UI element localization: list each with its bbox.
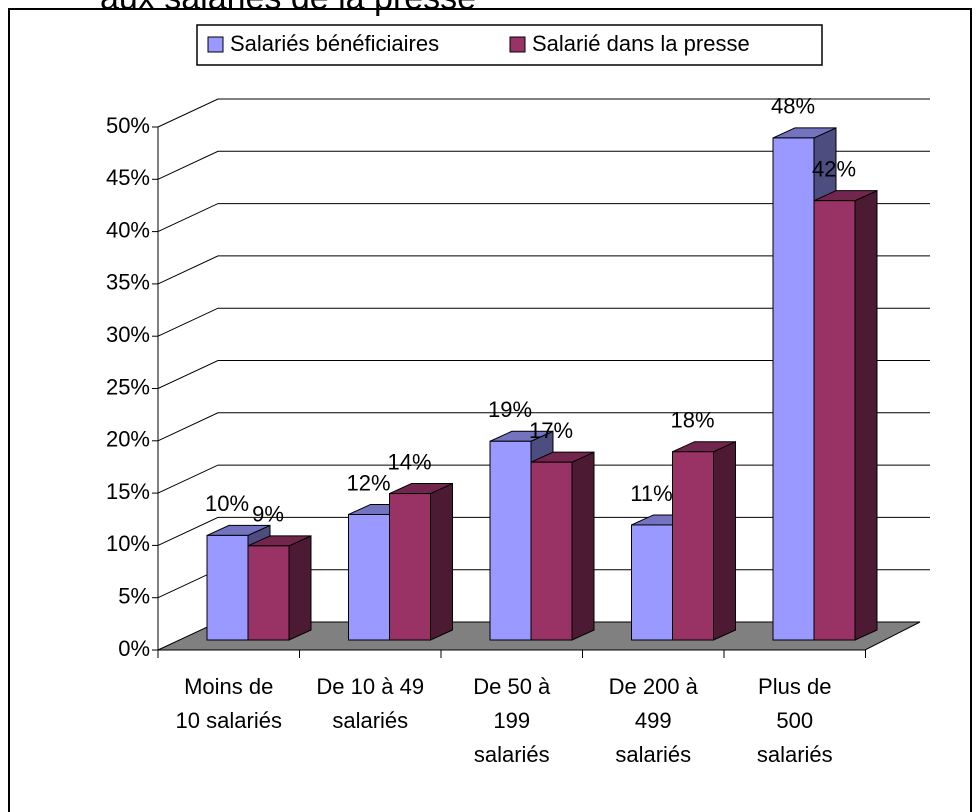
- x-tick-label: salariés: [332, 708, 408, 733]
- legend-label: Salariés bénéficiaires: [230, 31, 439, 56]
- y-tick-label: 45%: [106, 165, 150, 190]
- value-label: 11%: [630, 481, 672, 506]
- x-tick-label: De 50 à: [473, 674, 551, 699]
- y-tick-label: 20%: [106, 427, 150, 452]
- grid-line: [157, 307, 930, 337]
- y-tick-label: 30%: [106, 322, 150, 347]
- x-tick-label: De 200 à: [609, 674, 699, 699]
- bar-side: [288, 535, 312, 641]
- bar: [772, 137, 815, 641]
- y-tick-label: 10%: [106, 531, 150, 556]
- y-tick-label: 0%: [118, 636, 150, 661]
- bar: [389, 493, 431, 641]
- x-tick-label: 199: [493, 708, 530, 733]
- bar: [247, 545, 290, 641]
- bar-side: [713, 440, 736, 641]
- value-label: 17%: [529, 418, 573, 443]
- bar-side: [571, 451, 595, 641]
- bar: [348, 513, 390, 641]
- value-label: 48%: [771, 94, 815, 119]
- bar: [631, 524, 673, 641]
- y-tick-label: 15%: [106, 479, 150, 504]
- legend-label: Salarié dans la presse: [532, 31, 750, 56]
- y-tick-label: 40%: [106, 217, 150, 242]
- grid-line: [157, 360, 930, 389]
- y-tick-label: 50%: [106, 113, 150, 138]
- grid-line: [157, 412, 930, 442]
- x-tick-label: 10 salariés: [176, 708, 282, 733]
- grid-line: [157, 98, 930, 128]
- y-tick-label: 35%: [106, 270, 150, 295]
- grid-line: [157, 203, 930, 233]
- x-tick-label: salariés: [757, 742, 833, 767]
- x-tick-label: De 10 à 49: [316, 674, 424, 699]
- bar: [206, 534, 249, 641]
- x-tick-label: salariés: [474, 742, 550, 767]
- x-tick-label: Plus de: [758, 674, 831, 699]
- bar: [489, 440, 532, 641]
- bar-side: [854, 189, 878, 641]
- x-tick-label: 499: [635, 708, 672, 733]
- bar: [672, 451, 714, 641]
- x-tick-label: salariés: [615, 742, 691, 767]
- x-tick-label: 500: [776, 708, 813, 733]
- value-label: 9%: [252, 502, 284, 527]
- y-tick-label: 25%: [106, 374, 150, 399]
- value-label: 10%: [205, 491, 249, 516]
- grid-line: [157, 255, 930, 285]
- grid-line: [157, 150, 930, 180]
- bar-side: [430, 482, 453, 641]
- bar: [530, 461, 573, 641]
- legend-swatch: [509, 36, 526, 53]
- x-tick-label: Moins de: [184, 674, 273, 699]
- legend-swatch: [207, 36, 224, 53]
- value-label: 42%: [812, 156, 856, 181]
- value-label: 12%: [346, 470, 390, 495]
- chart-title: aux salariés de la presse: [100, 0, 476, 17]
- value-label: 19%: [488, 397, 532, 422]
- bar: [813, 200, 856, 641]
- value-label: 14%: [387, 449, 431, 474]
- value-label: 18%: [670, 408, 714, 433]
- y-tick-label: 5%: [118, 584, 150, 609]
